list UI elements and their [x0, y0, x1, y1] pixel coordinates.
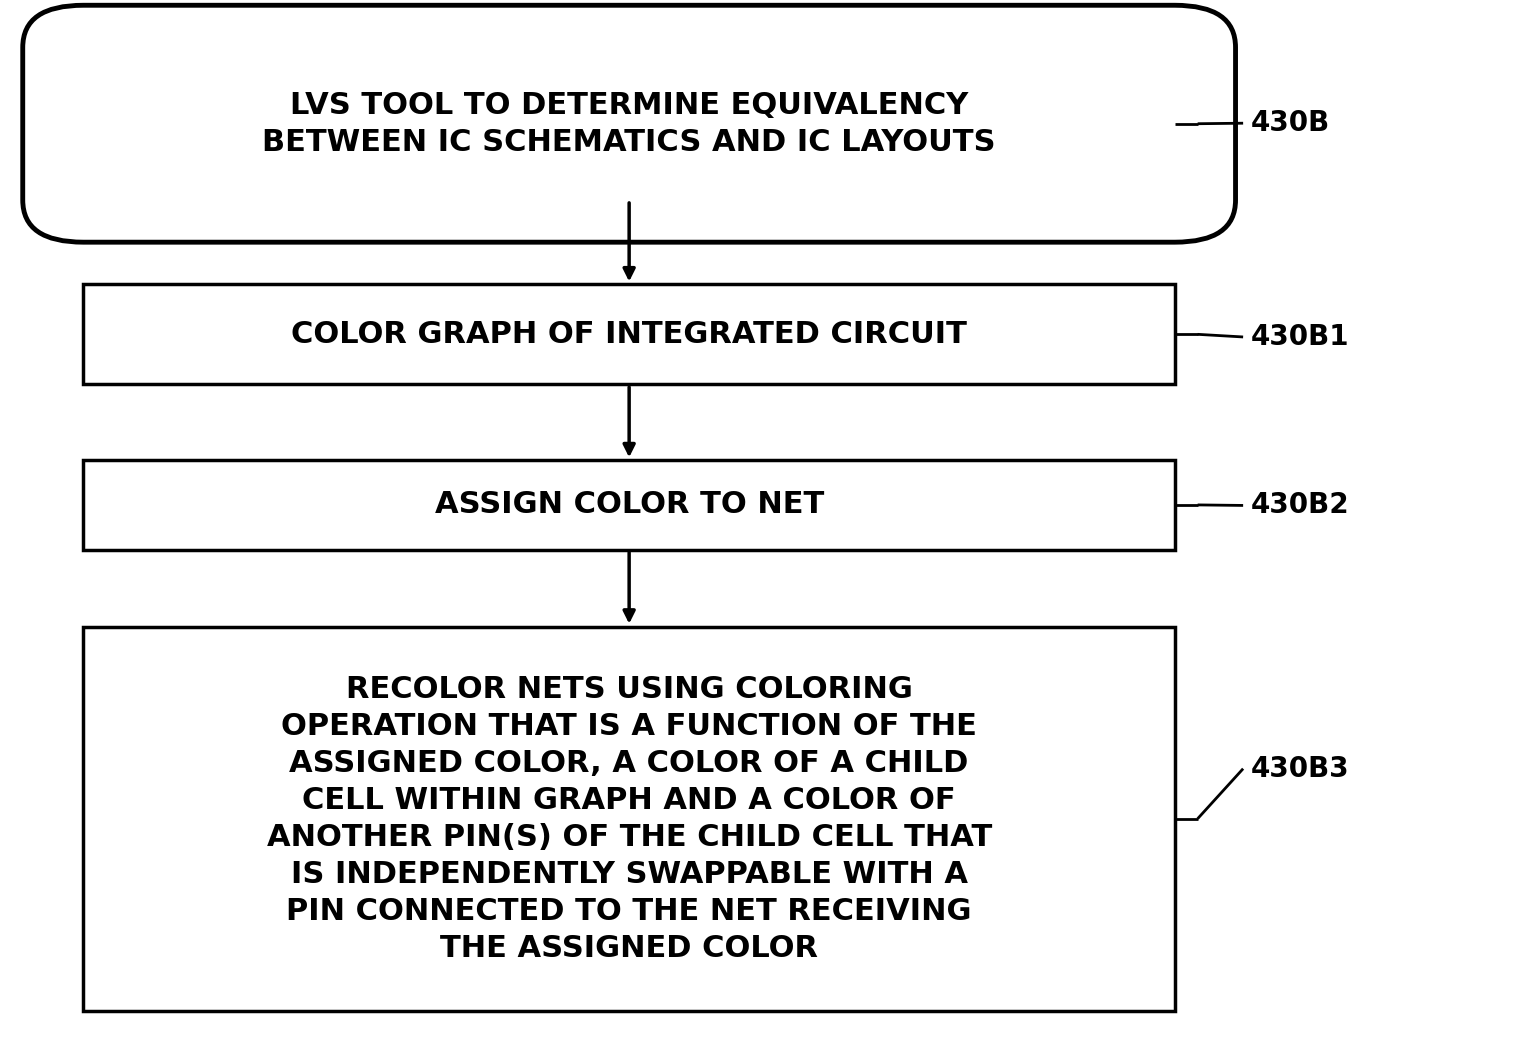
Text: 430B1: 430B1: [1251, 323, 1349, 351]
Bar: [83, 460, 1175, 550]
Text: COLOR GRAPH OF INTEGRATED CIRCUIT: COLOR GRAPH OF INTEGRATED CIRCUIT: [291, 320, 967, 349]
Text: LVS TOOL TO DETERMINE EQUIVALENCY
BETWEEN IC SCHEMATICS AND IC LAYOUTS: LVS TOOL TO DETERMINE EQUIVALENCY BETWEE…: [262, 91, 996, 157]
Text: 430B: 430B: [1251, 110, 1330, 137]
Text: RECOLOR NETS USING COLORING
OPERATION THAT IS A FUNCTION OF THE
ASSIGNED COLOR, : RECOLOR NETS USING COLORING OPERATION TH…: [267, 675, 991, 962]
FancyBboxPatch shape: [23, 5, 1236, 242]
Bar: [83, 284, 1175, 384]
Text: ASSIGN COLOR TO NET: ASSIGN COLOR TO NET: [435, 491, 823, 519]
Text: 430B3: 430B3: [1251, 755, 1349, 782]
Bar: [83, 627, 1175, 1011]
Text: 430B2: 430B2: [1251, 492, 1349, 519]
